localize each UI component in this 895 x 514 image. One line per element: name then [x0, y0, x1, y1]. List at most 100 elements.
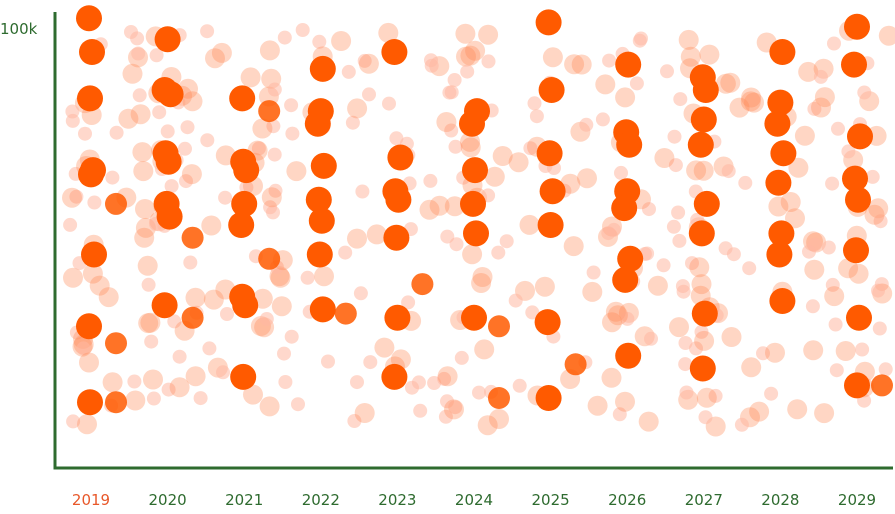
data-point	[871, 374, 893, 397]
data-point	[231, 190, 258, 217]
data-point	[381, 39, 408, 65]
background-dot	[873, 214, 888, 229]
background-dot	[696, 387, 717, 408]
background-dot	[721, 164, 736, 179]
x-tick-label-2026: 2026	[608, 491, 646, 509]
background-dot	[424, 53, 438, 68]
background-dot	[831, 121, 845, 136]
background-dot	[132, 88, 147, 103]
background-dot	[62, 187, 82, 208]
background-dot	[582, 281, 603, 302]
background-dot	[456, 46, 476, 67]
background-dot	[472, 385, 486, 400]
background-dot	[374, 337, 395, 358]
data-point	[844, 13, 870, 40]
background-dot	[571, 54, 592, 75]
background-dot	[740, 91, 761, 112]
background-dot	[413, 403, 428, 418]
background-dot	[444, 123, 459, 138]
data-point	[154, 26, 181, 53]
background-dot	[656, 258, 671, 273]
background-dot	[718, 241, 733, 256]
data-point	[692, 77, 719, 103]
background-dot	[200, 133, 215, 148]
data-point	[766, 241, 793, 268]
background-dot	[638, 411, 659, 432]
x-tick-labels: 2019 2020 2021 2022 2023 2024 2025 2026 2027 2028…	[72, 491, 876, 509]
data-point	[564, 353, 587, 376]
background-dot	[478, 24, 499, 45]
background-dot	[678, 336, 693, 350]
data-point	[842, 165, 868, 192]
background-dot	[680, 46, 701, 67]
background-dot	[508, 293, 523, 308]
background-dot	[462, 244, 483, 265]
background-dot	[679, 385, 694, 400]
background-dot	[278, 375, 293, 389]
data-point	[764, 110, 791, 137]
data-point	[384, 304, 411, 331]
data-point	[535, 9, 562, 36]
data-point	[488, 387, 510, 409]
background-dot	[423, 173, 438, 188]
background-dot	[794, 125, 815, 146]
background-dot	[216, 365, 230, 380]
data-point	[843, 237, 869, 264]
background-dot	[239, 180, 254, 195]
background-dot	[98, 287, 119, 308]
background-dot	[63, 267, 83, 288]
background-dot	[529, 109, 544, 124]
background-dot	[694, 324, 709, 339]
background-dot	[277, 30, 292, 45]
background-dot	[563, 236, 584, 257]
background-dot	[764, 386, 779, 401]
background-dot	[109, 125, 124, 140]
data-point	[230, 363, 257, 390]
background-dot	[668, 158, 683, 173]
background-dot	[353, 286, 368, 301]
background-dot	[122, 63, 143, 84]
data-point	[232, 292, 259, 319]
background-dot	[803, 340, 824, 361]
data-point	[847, 123, 873, 150]
background-dot	[200, 24, 215, 39]
background-dot	[87, 195, 102, 210]
background-dot	[666, 219, 681, 234]
background-dot	[615, 87, 636, 108]
background-dot	[821, 240, 836, 255]
data-point	[611, 195, 638, 222]
data-point	[615, 51, 642, 78]
background-dot	[741, 87, 762, 108]
data-point	[841, 51, 867, 78]
background-dot	[671, 205, 686, 220]
background-dot	[607, 305, 628, 326]
data-point	[383, 224, 410, 251]
background-dot	[678, 29, 699, 50]
background-dot	[807, 101, 822, 116]
background-dot	[814, 87, 835, 108]
background-dot	[489, 409, 509, 429]
x-tick-label-2028: 2028	[761, 491, 799, 509]
background-dot	[577, 168, 597, 189]
data-point	[536, 140, 563, 167]
background-dot	[454, 350, 469, 365]
background-dot	[401, 295, 416, 310]
background-dot	[251, 141, 266, 156]
background-dot	[366, 224, 387, 245]
background-dot	[644, 331, 658, 346]
data-point	[105, 192, 127, 215]
data-point	[78, 161, 104, 188]
data-point	[769, 39, 796, 65]
data-point	[155, 148, 182, 175]
x-tick-label-2023: 2023	[378, 491, 416, 509]
background-dot	[181, 164, 202, 185]
background-dot	[134, 227, 155, 248]
background-dot	[77, 414, 97, 435]
background-dot	[193, 391, 208, 406]
background-dot	[378, 22, 399, 43]
background-dot	[595, 112, 610, 127]
background-dot	[865, 169, 880, 184]
data-point	[310, 152, 337, 179]
background-dot	[542, 47, 563, 68]
background-dot	[259, 312, 274, 326]
